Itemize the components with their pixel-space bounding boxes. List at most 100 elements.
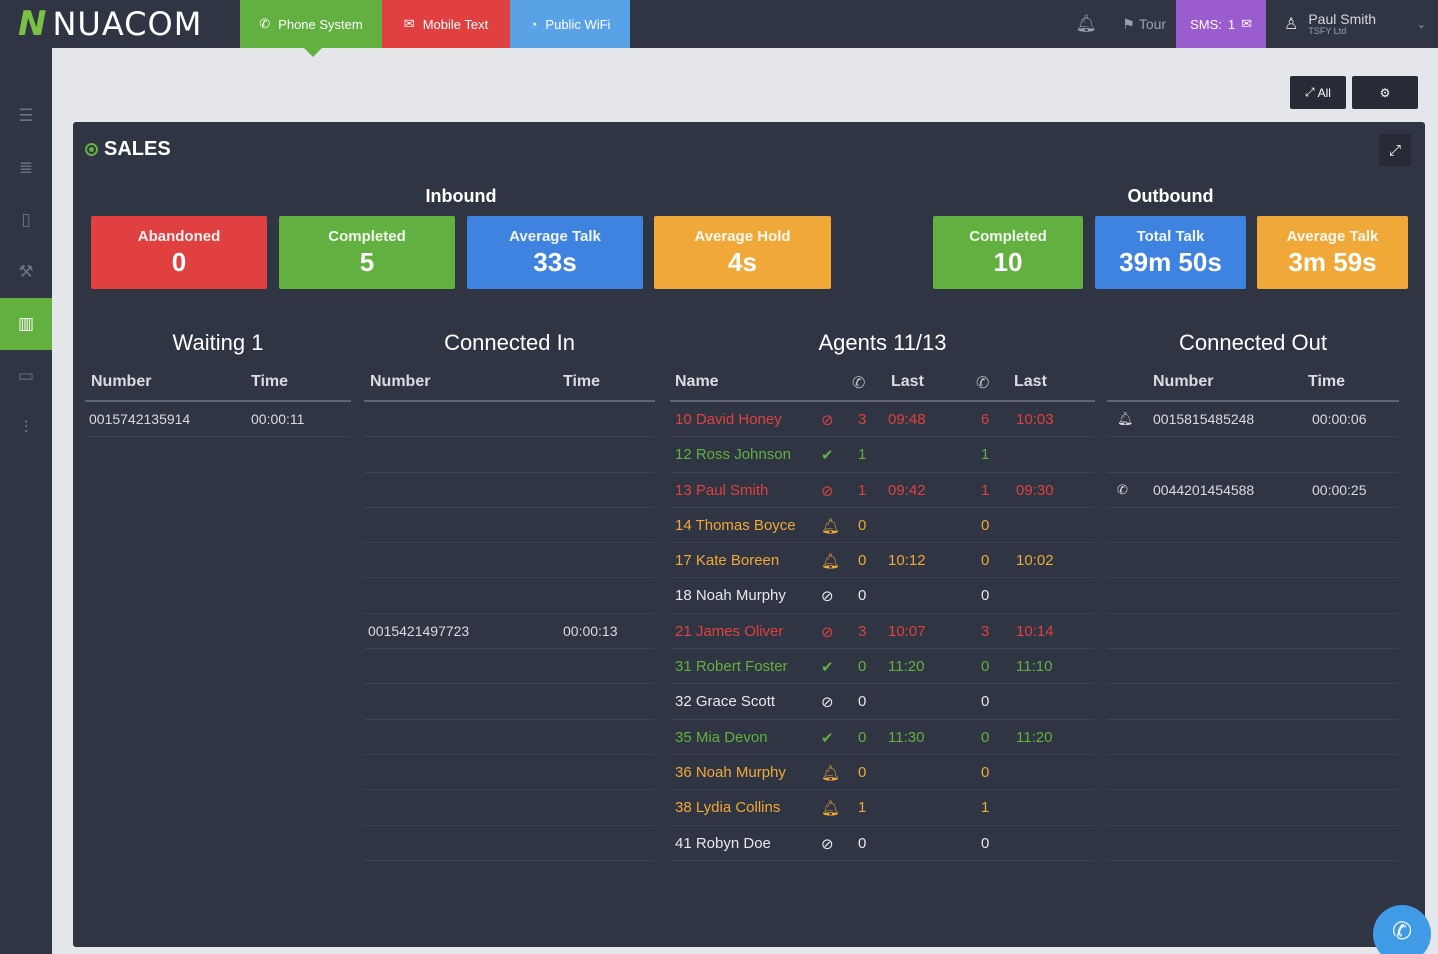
wait-time: 00:00:11 — [251, 411, 305, 427]
agent-row[interactable]: 21 James Oliver ⊘ 3 10:07 3 10:14 — [670, 614, 1095, 650]
agent-row[interactable]: 35 Mia Devon ✔ 0 11:30 0 11:20 — [670, 720, 1095, 755]
agent-row[interactable]: 10 David Honey ⊘ 3 09:48 6 10:03 — [670, 402, 1095, 438]
column-header: Time — [563, 373, 601, 390]
outbound-call-count: 0 — [981, 587, 990, 605]
panel-expand-button[interactable]: ⤢ — [1379, 134, 1411, 166]
agent-row[interactable]: 41 Robyn Doe ⊘ 0 0 — [670, 826, 1095, 861]
inbound-last-time: 11:30 — [888, 728, 925, 746]
wrench-icon[interactable]: ⚒ — [18, 262, 34, 281]
agent-row[interactable]: 32 Grace Scott ⊘ 0 0 — [670, 684, 1095, 720]
table-row[interactable]: 🔔︎ 0015815485248 00:00:06 — [1107, 402, 1399, 438]
sms-badge[interactable]: SMS: 1 ✉ — [1176, 0, 1266, 48]
stat-label: Completed — [328, 228, 406, 245]
stat-abandoned: Abandoned 0 — [91, 216, 267, 289]
tab-mobile-text[interactable]: ✉ Mobile Text — [382, 0, 510, 48]
outbound-last-time: 10:14 — [1016, 622, 1054, 640]
inbound-call-count: 0 — [858, 763, 867, 781]
stat-value: 33s — [533, 247, 577, 277]
stat-label: Average Talk — [509, 228, 601, 245]
agent-name: 38 Lydia Collins — [675, 799, 781, 817]
table-row[interactable]: 0015421497723 00:00:13 — [364, 614, 655, 650]
table-row[interactable] — [364, 790, 655, 826]
sms-label: SMS: — [1190, 16, 1222, 32]
status-dot-icon — [85, 143, 98, 156]
stat-value: 3m 59s — [1288, 247, 1377, 277]
table-row[interactable] — [1107, 543, 1399, 579]
caller-number: 0015742135914 — [89, 411, 191, 427]
chevron-down-icon: ⌄ — [1416, 18, 1426, 31]
table-row[interactable] — [1107, 790, 1399, 826]
logo[interactable]: N NUACOM — [0, 0, 240, 48]
inbound-call-count: 1 — [858, 446, 867, 464]
phone-book-icon[interactable]: ▯ — [21, 210, 31, 229]
table-row[interactable] — [1107, 720, 1399, 755]
agent-row[interactable]: 38 Lydia Collins 🔔︎ 1 1 — [670, 790, 1095, 826]
user-menu[interactable]: ♙ Paul Smith TSFY Ltd ⌄ — [1266, 0, 1438, 48]
gear-icon: ⚙ — [1379, 85, 1391, 100]
table-row[interactable]: 0015742135914 00:00:11 — [85, 402, 351, 438]
table-row[interactable] — [364, 649, 655, 685]
caller-number: 0015421497723 — [368, 622, 470, 639]
user-icon: ♙ — [1284, 16, 1299, 33]
agent-row[interactable]: 14 Thomas Boyce 🔔︎ 0 0 — [670, 508, 1095, 544]
agent-row[interactable]: 13 Paul Smith ⊘ 1 09:42 1 09:30 — [670, 473, 1095, 508]
bell-icon: 🔔︎ — [821, 553, 841, 571]
expand-all-label: All — [1317, 85, 1331, 100]
table-row[interactable] — [364, 826, 655, 861]
inbound-call-count: 1 — [858, 481, 867, 499]
agent-row[interactable]: 18 Noah Murphy ⊘ 0 0 — [670, 578, 1095, 614]
table-row[interactable] — [1107, 508, 1399, 544]
connected-out-table: Number Time 🔔︎ 0015815485248 00:00:06 ✆ 0044… — [1107, 366, 1399, 861]
logo-text: NUACOM — [52, 5, 203, 43]
tab-phone-system[interactable]: ✆ Phone System — [240, 0, 382, 57]
sales-panel: SALES ⤢ Inbound Outbound Abandoned 0 Com… — [73, 122, 1425, 947]
dashboard-chart-icon[interactable]: ▥ — [0, 298, 52, 350]
table-row[interactable] — [364, 543, 655, 579]
table-row[interactable] — [364, 720, 655, 755]
agent-row[interactable]: 31 Robert Foster ✔ 0 11:20 0 11:10 — [670, 649, 1095, 685]
sliders-icon[interactable]: ⫶ — [23, 418, 29, 437]
inbound-call-count: 0 — [858, 587, 867, 605]
settings-button[interactable]: ⚙ — [1352, 76, 1418, 109]
table-row[interactable] — [1107, 437, 1399, 473]
agent-row[interactable]: 17 Kate Boreen 🔔︎ 0 10:12 0 10:02 — [670, 543, 1095, 579]
expand-all-button[interactable]: ⤢ All — [1290, 76, 1346, 109]
outbound-last-time: 10:03 — [1016, 411, 1054, 428]
tour-button[interactable]: ⚑ Tour — [1112, 0, 1176, 48]
menu-icon[interactable]: ☰ — [18, 106, 34, 125]
agents-title: Agents 11/13 — [818, 330, 947, 355]
folder-icon[interactable]: ▭ — [17, 366, 35, 385]
column-header: Time — [1308, 373, 1346, 390]
table-row[interactable] — [364, 755, 655, 791]
inbound-call-count: 0 — [858, 552, 867, 570]
table-row[interactable]: ✆ 0044201454588 00:00:25 — [1107, 473, 1399, 508]
inbound-call-count: 0 — [858, 658, 867, 676]
agent-name: 14 Thomas Boyce — [675, 516, 796, 534]
table-row[interactable] — [364, 508, 655, 544]
stat-inbound-completed: Completed 5 — [279, 216, 455, 289]
checkmark-icon: ✔ — [821, 729, 834, 747]
table-row[interactable] — [364, 402, 655, 438]
tab-public-wifi[interactable]: ◔ Public WiFi — [510, 0, 630, 48]
table-row[interactable] — [1107, 614, 1399, 650]
table-row[interactable] — [364, 473, 655, 508]
expand-icon: ⤢ — [1305, 85, 1315, 99]
outbound-call-count: 1 — [981, 481, 990, 499]
table-row[interactable] — [1107, 684, 1399, 720]
table-header: Number Time — [1107, 366, 1399, 402]
notifications-bell-icon[interactable]: 🔔︎ — [1075, 14, 1098, 33]
inbound-last-time: 09:42 — [888, 481, 926, 499]
table-row[interactable] — [1107, 826, 1399, 861]
table-row[interactable] — [1107, 755, 1399, 791]
stat-value: 0 — [171, 247, 187, 277]
table-row[interactable] — [364, 437, 655, 473]
agent-row[interactable]: 36 Noah Murphy 🔔︎ 0 0 — [670, 755, 1095, 791]
table-row[interactable] — [1107, 649, 1399, 685]
table-row[interactable] — [1107, 578, 1399, 614]
agent-row[interactable]: 12 Ross Johnson ✔ 1 1 — [670, 437, 1095, 473]
table-row[interactable] — [364, 578, 655, 614]
list-icon[interactable]: ≣ — [18, 158, 34, 177]
panel-title: SALES — [104, 138, 171, 160]
table-row[interactable] — [364, 684, 655, 720]
call-widget-button[interactable]: ✆ — [1373, 905, 1431, 954]
